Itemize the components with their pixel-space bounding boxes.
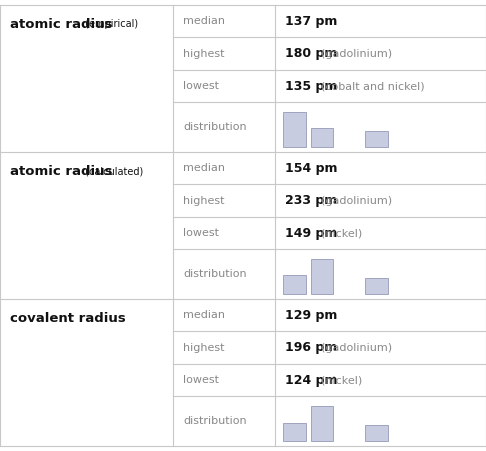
Text: distribution: distribution: [183, 416, 247, 426]
Text: atomic radius: atomic radius: [10, 165, 112, 178]
Bar: [311, 406, 333, 441]
Bar: [283, 423, 306, 441]
Text: highest: highest: [183, 49, 225, 59]
Text: covalent radius: covalent radius: [10, 312, 125, 325]
Text: 129 pm: 129 pm: [285, 309, 338, 322]
Text: (gadolinium): (gadolinium): [321, 196, 392, 206]
Text: 135 pm: 135 pm: [285, 80, 338, 92]
Text: (gadolinium): (gadolinium): [321, 49, 392, 59]
Text: lowest: lowest: [183, 375, 219, 385]
Bar: [365, 278, 388, 294]
Text: 137 pm: 137 pm: [285, 15, 338, 28]
Text: 154 pm: 154 pm: [285, 162, 338, 175]
Text: median: median: [183, 16, 225, 26]
Text: (nickel): (nickel): [321, 375, 363, 385]
Text: (gadolinium): (gadolinium): [321, 343, 392, 353]
Bar: [283, 276, 306, 294]
Text: median: median: [183, 310, 225, 320]
Text: median: median: [183, 163, 225, 173]
Text: (nickel): (nickel): [321, 228, 363, 238]
Text: 233 pm: 233 pm: [285, 194, 338, 207]
Text: 196 pm: 196 pm: [285, 341, 338, 354]
Text: highest: highest: [183, 196, 225, 206]
Text: 149 pm: 149 pm: [285, 227, 338, 239]
Text: 180 pm: 180 pm: [285, 47, 338, 60]
Text: (calculated): (calculated): [82, 166, 144, 176]
Text: 124 pm: 124 pm: [285, 374, 338, 387]
Text: lowest: lowest: [183, 228, 219, 238]
Text: atomic radius: atomic radius: [10, 18, 112, 31]
Bar: [365, 131, 388, 147]
Text: (cobalt and nickel): (cobalt and nickel): [321, 81, 425, 91]
Bar: [311, 129, 333, 147]
Text: distribution: distribution: [183, 122, 247, 132]
Bar: [311, 259, 333, 294]
Text: highest: highest: [183, 343, 225, 353]
Text: lowest: lowest: [183, 81, 219, 91]
Bar: [283, 112, 306, 147]
Bar: [365, 425, 388, 441]
Text: (empirical): (empirical): [82, 19, 139, 29]
Text: distribution: distribution: [183, 269, 247, 279]
